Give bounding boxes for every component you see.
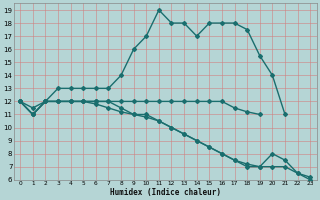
X-axis label: Humidex (Indice chaleur): Humidex (Indice chaleur) xyxy=(110,188,221,197)
